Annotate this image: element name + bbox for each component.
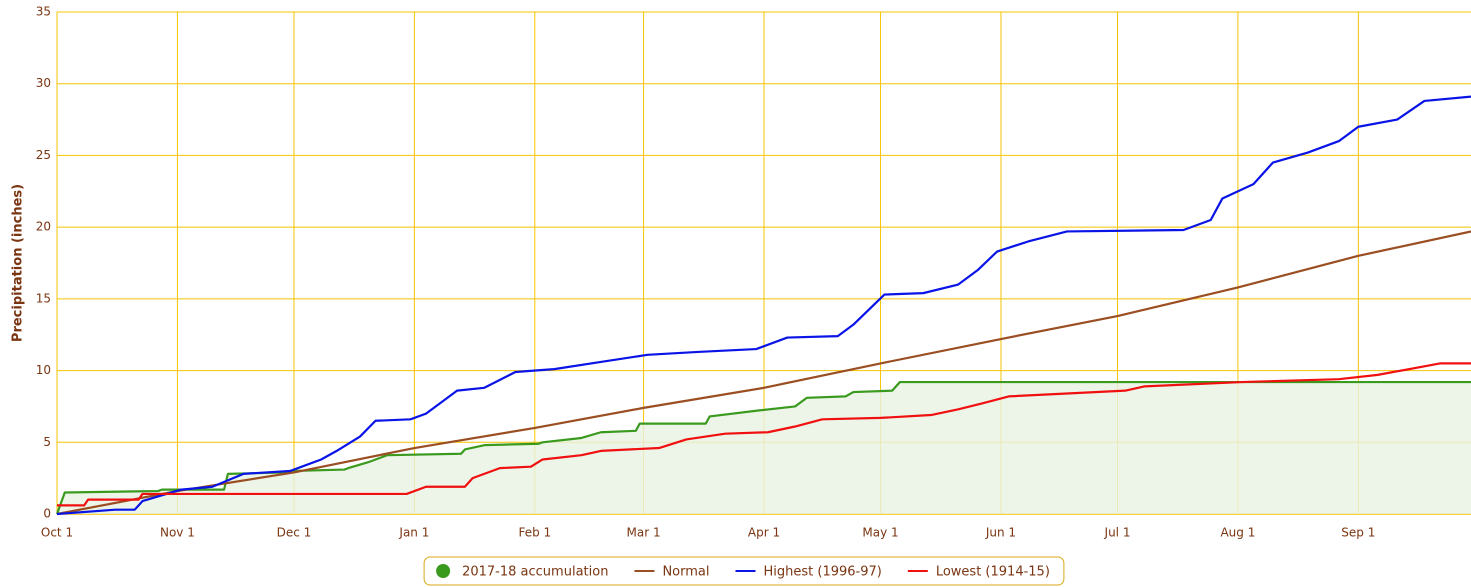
x-tick-label: Jun 1 bbox=[985, 526, 1016, 540]
x-tick-label: May 1 bbox=[862, 526, 898, 540]
legend-symbol bbox=[436, 564, 451, 578]
y-tick-label: 5 bbox=[43, 435, 51, 449]
x-tick-label: Feb 1 bbox=[518, 526, 551, 540]
line bbox=[56, 230, 1471, 516]
legend-label: Normal bbox=[662, 565, 709, 580]
y-tick-label: 15 bbox=[36, 291, 51, 305]
x-tick-label: Jan 1 bbox=[398, 526, 429, 540]
y-tick-label: 30 bbox=[36, 76, 51, 90]
x-tick-label: Jul 1 bbox=[1104, 526, 1131, 540]
y-tick-label: 25 bbox=[36, 148, 51, 162]
x-tick-label: Oct 1 bbox=[41, 526, 73, 540]
x-tick-label: Sep 1 bbox=[1341, 526, 1375, 540]
legend-label: Highest (1996-97) bbox=[763, 565, 881, 580]
x-tick-label: Nov 1 bbox=[160, 526, 195, 540]
y-tick-label: 10 bbox=[36, 363, 51, 377]
line bbox=[57, 362, 1471, 507]
legend: 2017-18 accumulation Normal Highest (1996-… bbox=[423, 556, 1065, 586]
y-axis-label: Precipitation (inches) bbox=[11, 184, 26, 342]
y-tick-label: 35 bbox=[36, 5, 51, 19]
x-tick-label: Mar 1 bbox=[627, 526, 661, 540]
y-tick-label: 20 bbox=[36, 220, 51, 234]
legend-label: 2017-18 accumulation bbox=[462, 565, 608, 580]
legend-label: Lowest (1914-15) bbox=[936, 565, 1050, 580]
line bbox=[56, 95, 1471, 516]
area bbox=[57, 382, 1471, 514]
line bbox=[55, 380, 1471, 515]
x-tick-label: Aug 1 bbox=[1220, 526, 1255, 540]
x-tick-label: Dec 1 bbox=[277, 526, 312, 540]
y-tick-label: 0 bbox=[43, 507, 51, 521]
x-tick-label: Apr 1 bbox=[748, 526, 780, 540]
